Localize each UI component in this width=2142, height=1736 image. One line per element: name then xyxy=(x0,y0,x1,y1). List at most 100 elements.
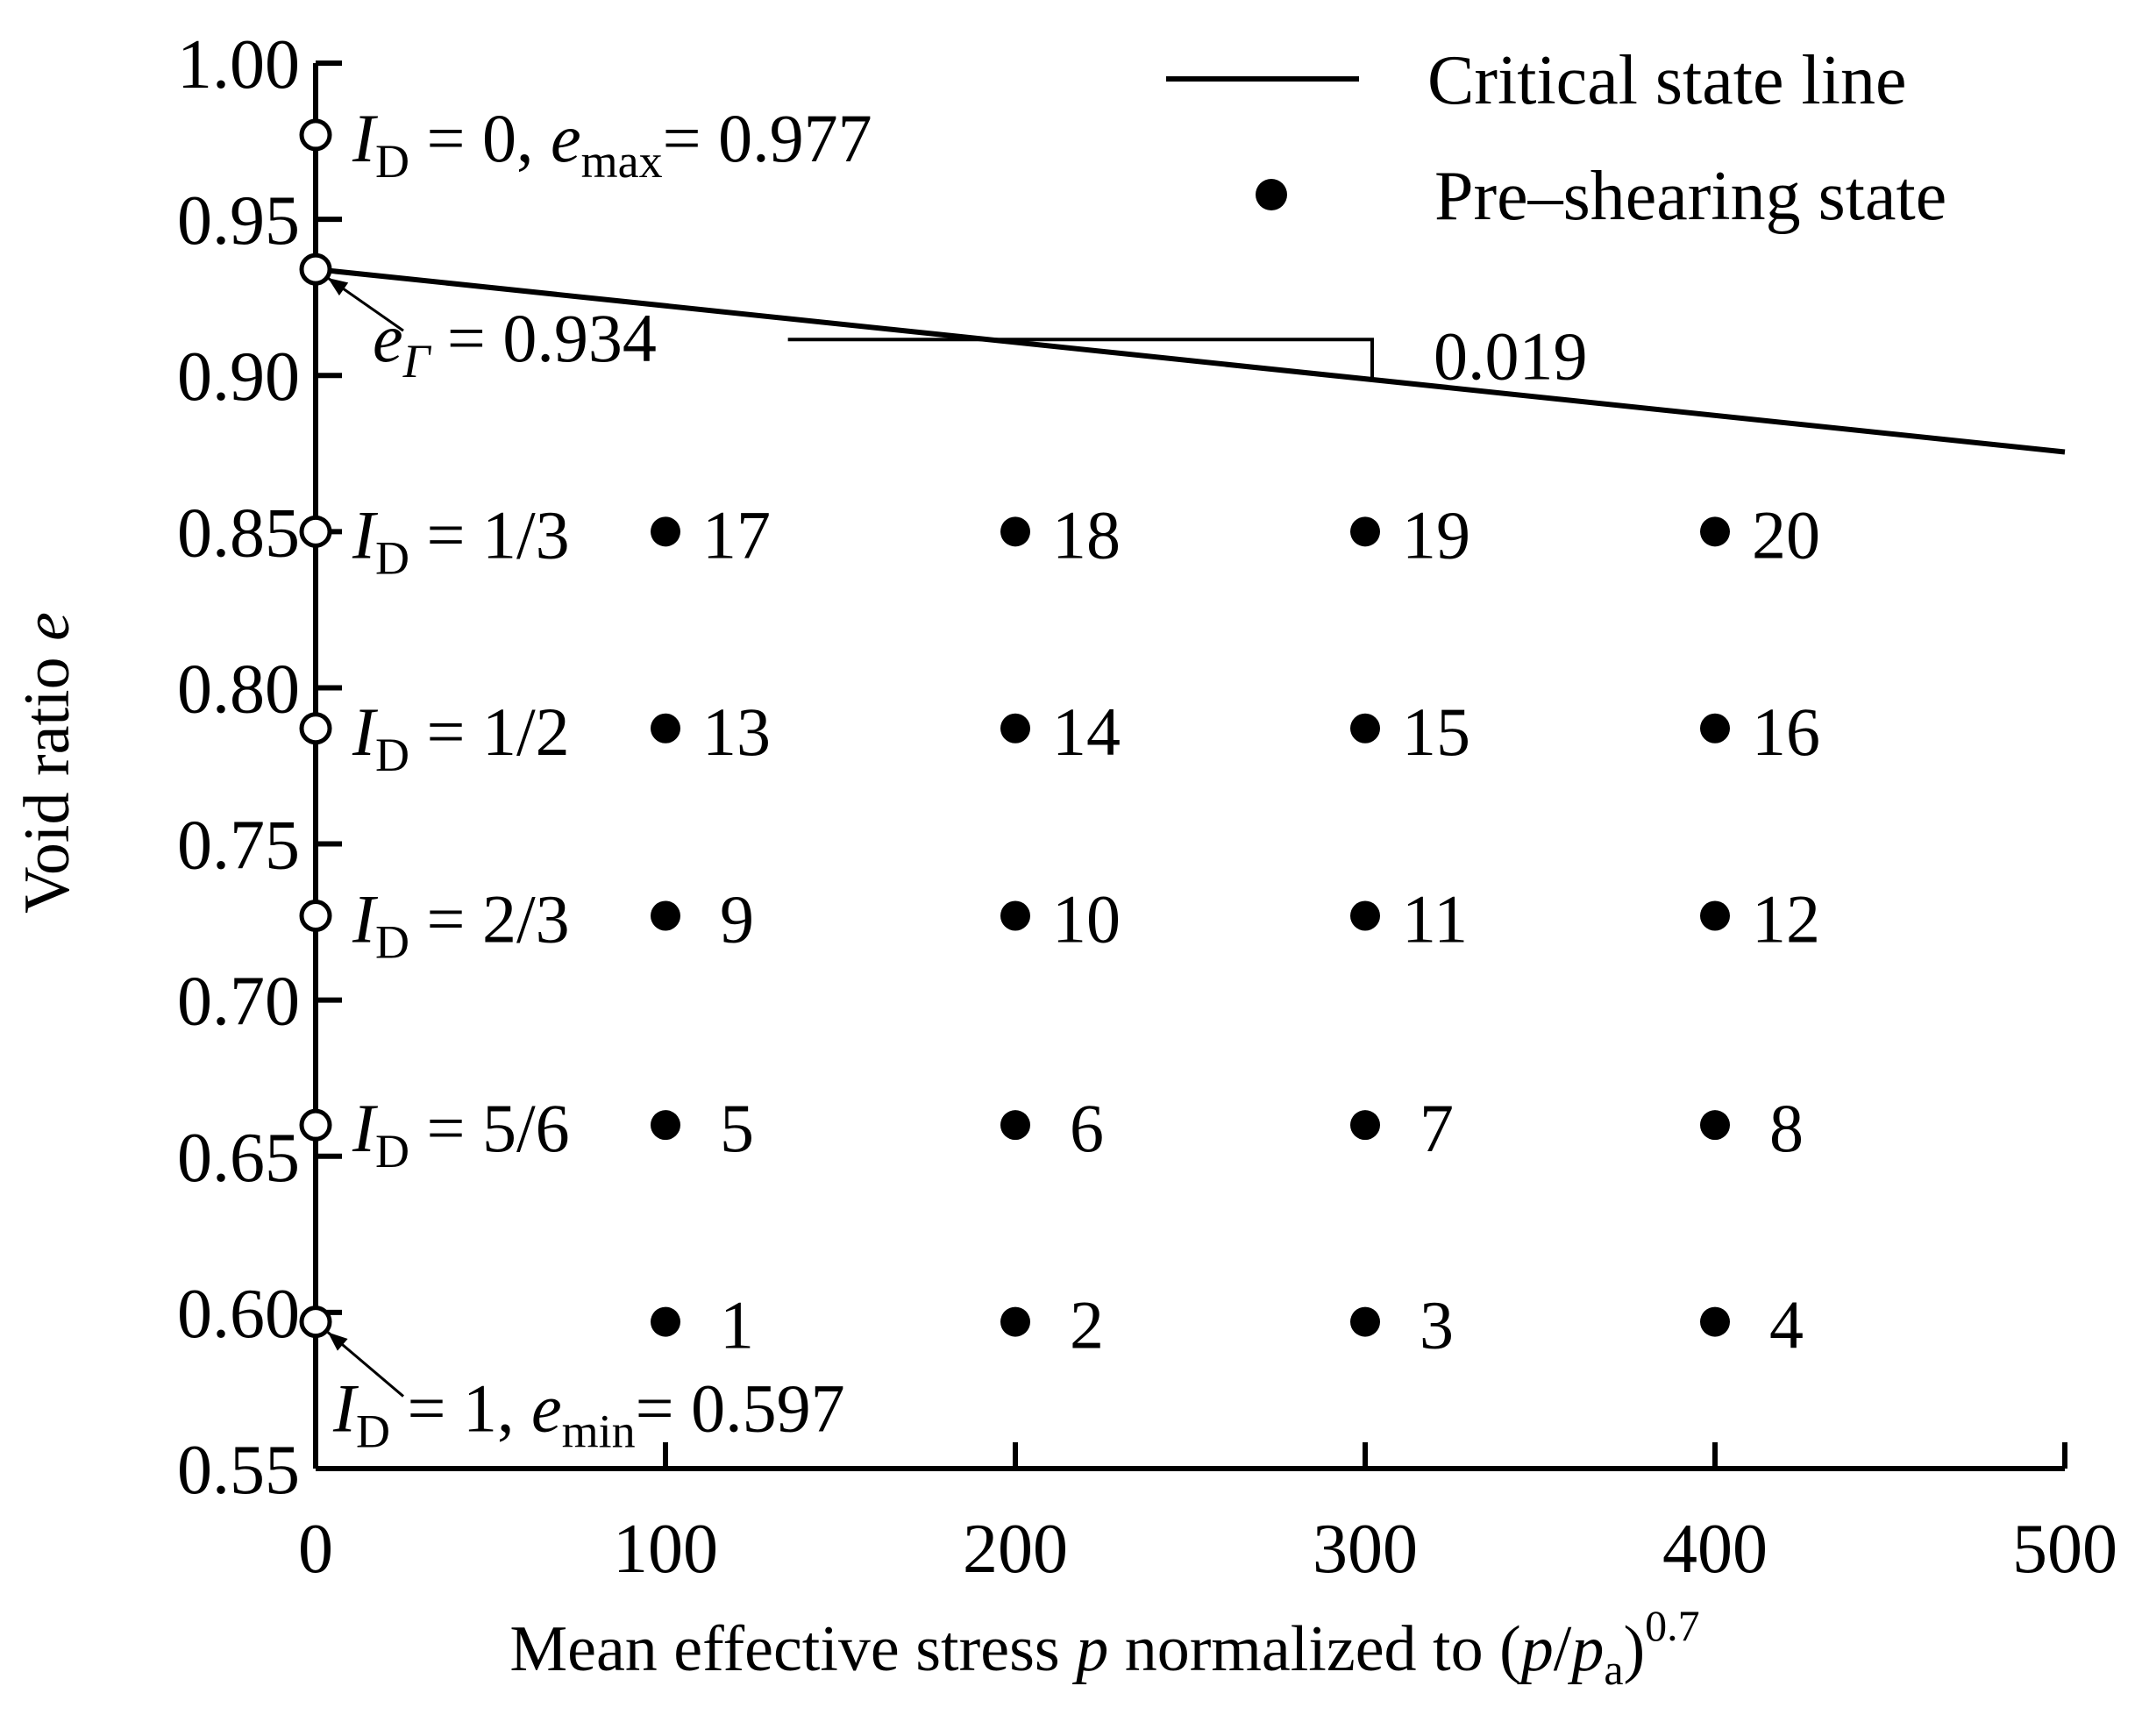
xlabel-den-sub: a xyxy=(1604,1645,1623,1694)
reference-circle xyxy=(299,899,332,932)
label-sub: Γ xyxy=(402,335,432,388)
pre-shearing-point xyxy=(1350,1110,1380,1141)
axis-titles: Mean effective stress p normalized to (p… xyxy=(11,612,1700,1694)
point-label: 3 xyxy=(1420,1287,1454,1363)
y-tick-label: 0.65 xyxy=(177,1120,300,1197)
y-tick-label: 0.75 xyxy=(177,808,300,885)
arrow-head xyxy=(328,278,349,296)
point-label: 8 xyxy=(1769,1090,1804,1166)
label-text: = 0, xyxy=(409,100,551,176)
point-label: 7 xyxy=(1420,1090,1454,1166)
point-label: 15 xyxy=(1402,694,1470,770)
pre-shearing-point xyxy=(651,900,680,931)
label-sub: D xyxy=(375,915,409,968)
reference-label: ID = 5/6 xyxy=(352,1090,570,1177)
pre-shearing-point xyxy=(1700,1110,1730,1141)
point-label: 18 xyxy=(1052,496,1121,573)
point-label: 4 xyxy=(1769,1287,1804,1363)
pre-shearing-point xyxy=(1700,1306,1730,1337)
point-label: 6 xyxy=(1070,1090,1104,1166)
pre-shearing-point xyxy=(1350,516,1380,547)
reference-circle xyxy=(299,1306,332,1339)
point-label: 17 xyxy=(702,496,771,573)
label-sub: D xyxy=(375,729,409,781)
x-tick-label: 300 xyxy=(1313,1511,1418,1588)
pre-shearing-point xyxy=(1000,1306,1030,1337)
ylabel-var: e xyxy=(11,612,83,641)
pre-shearing-point xyxy=(1000,900,1030,931)
arrow-head xyxy=(328,1332,348,1351)
label-sub2: max xyxy=(581,135,663,188)
label-var: I xyxy=(352,100,379,176)
legend-label: Critical state line xyxy=(1427,42,1906,119)
label-sub: D xyxy=(375,531,409,584)
point-label: 11 xyxy=(1402,880,1468,957)
label-text2: = 0.597 xyxy=(636,1370,845,1447)
x-tick-label: 200 xyxy=(963,1511,1068,1588)
slope-label: 0.019 xyxy=(1434,317,1588,394)
point-label: 12 xyxy=(1752,880,1820,957)
point-label: 10 xyxy=(1052,880,1121,957)
pre-shearing-point xyxy=(651,1110,680,1141)
x-tick-label: 500 xyxy=(2012,1511,2117,1588)
label-text: = 1/2 xyxy=(409,694,570,770)
reference-label: ID = 1/2 xyxy=(352,694,570,781)
label-text: = 1/3 xyxy=(409,496,570,573)
y-tick-label: 0.85 xyxy=(177,494,300,572)
legend: Critical state line Pre–shearing state xyxy=(1166,42,1946,235)
xlabel-slash: / xyxy=(1554,1613,1572,1685)
y-tick-label: 0.95 xyxy=(177,182,300,260)
point-label: 9 xyxy=(720,880,754,957)
xlabel-frac-den: p xyxy=(1567,1613,1604,1685)
pre-shearing-point xyxy=(651,1306,680,1337)
reference-label: ID = 0, emax= 0.977 xyxy=(352,100,872,188)
xlabel-close: ) xyxy=(1624,1613,1646,1685)
reference-label: ID = 1, emin= 0.597 xyxy=(332,1370,845,1458)
xlabel-var: p xyxy=(1071,1613,1108,1685)
label-var2: e xyxy=(531,1370,562,1447)
pre-shearing-point xyxy=(1350,1306,1380,1337)
pre-shearing-point xyxy=(651,713,680,743)
point-label: 13 xyxy=(702,694,771,770)
xlabel-exp: 0.7 xyxy=(1645,1601,1700,1650)
pre-shearing-point xyxy=(1700,713,1730,743)
label-text: = 0.934 xyxy=(430,300,657,376)
legend-dot-marker xyxy=(1256,179,1287,210)
axes: 0 100 200 300 400 500 0.55 0.60 0.65 0.70 0.75 0.80… xyxy=(177,26,2117,1588)
pre-shearing-point xyxy=(1350,900,1380,931)
critical-state-line-group: 0.019 xyxy=(315,267,2066,455)
slope-triangle xyxy=(787,338,1374,380)
point-label: 20 xyxy=(1752,496,1820,573)
label-var: I xyxy=(352,694,379,770)
label-var: I xyxy=(352,496,379,573)
label-var: I xyxy=(332,1370,359,1447)
critical-state-line xyxy=(315,267,2066,455)
legend-label: Pre–shearing state xyxy=(1434,158,1946,235)
pre-shearing-point xyxy=(1000,713,1030,743)
x-axis-title: Mean effective stress p normalized to (p… xyxy=(509,1601,1699,1694)
label-sub: D xyxy=(375,135,409,188)
point-label: 2 xyxy=(1070,1287,1104,1363)
y-tick-label: 1.00 xyxy=(177,26,300,103)
reference-circle xyxy=(299,1108,332,1142)
reference-circle xyxy=(299,253,332,286)
reference-label: ID = 2/3 xyxy=(352,880,570,968)
label-var2: e xyxy=(551,100,581,176)
label-text: = 5/6 xyxy=(409,1090,570,1166)
y-tick-label: 0.70 xyxy=(177,964,300,1041)
pre-shearing-point xyxy=(1000,1110,1030,1141)
label-sub: D xyxy=(356,1405,390,1458)
label-sub: D xyxy=(375,1125,409,1177)
y-tick-label: 0.80 xyxy=(177,651,300,728)
reference-circle xyxy=(299,118,332,152)
pre-shearing-point xyxy=(1000,516,1030,547)
x-tick-label: 400 xyxy=(1662,1511,1768,1588)
pre-shearing-point xyxy=(1700,900,1730,931)
xlabel-main: Mean effective stress xyxy=(509,1613,1076,1685)
point-label: 19 xyxy=(1402,496,1470,573)
pre-shearing-point xyxy=(651,516,680,547)
y-tick-label: 0.60 xyxy=(177,1276,300,1353)
